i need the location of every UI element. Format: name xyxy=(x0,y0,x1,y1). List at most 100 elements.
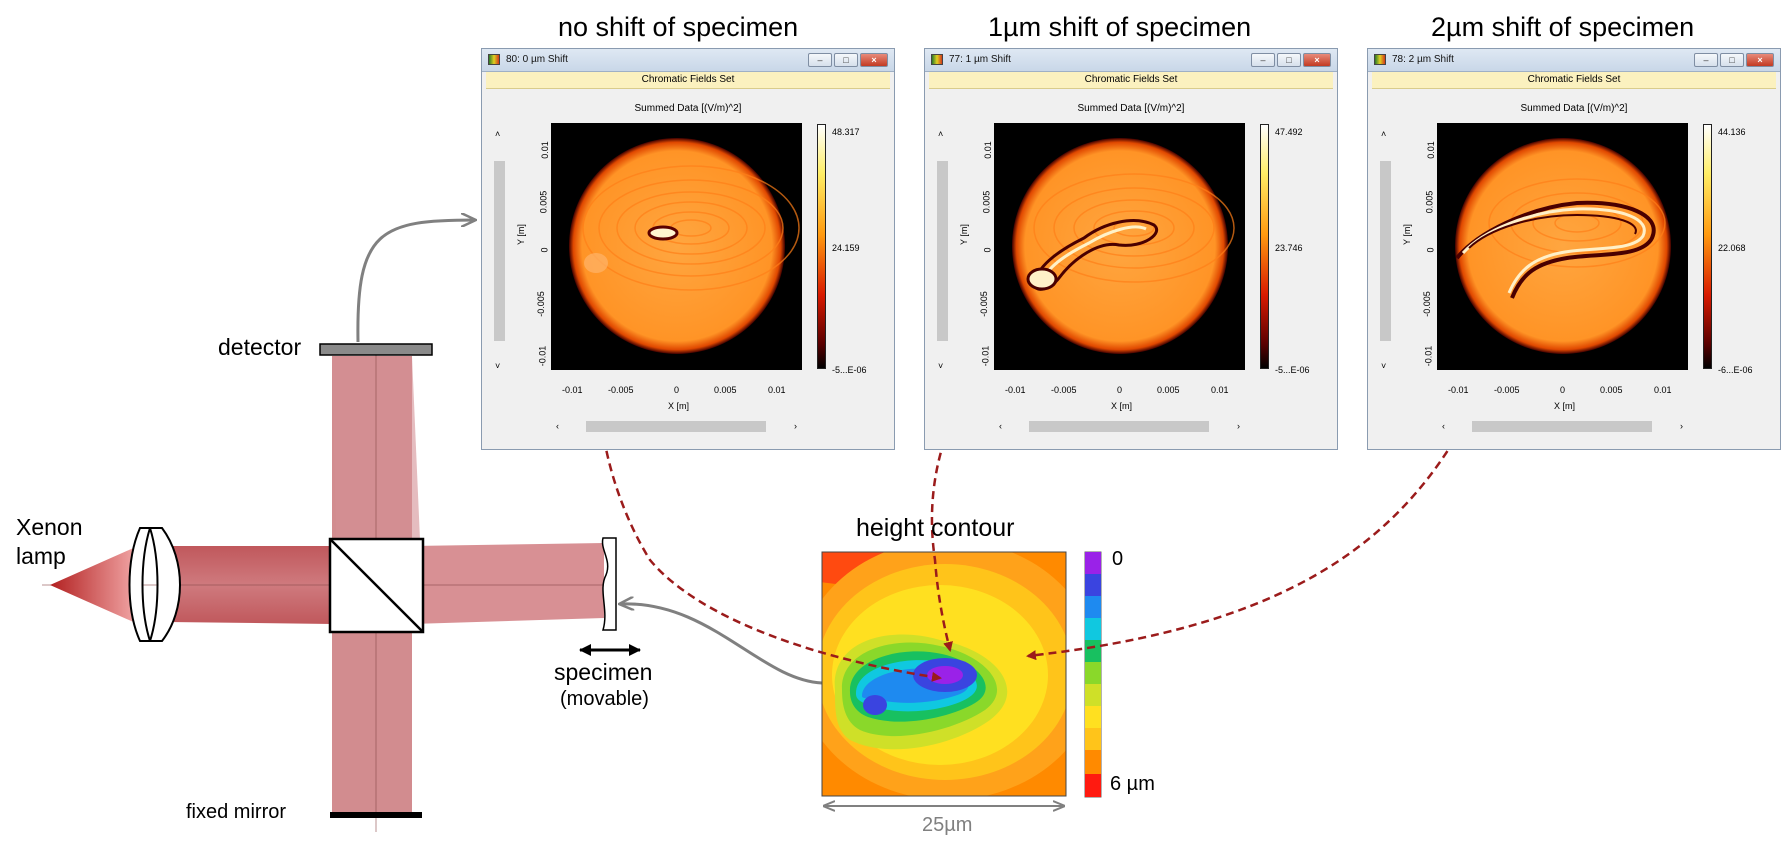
x-tick: 0.01 xyxy=(768,385,786,395)
x-tick: -0.005 xyxy=(1494,385,1520,395)
colorbar xyxy=(1703,124,1712,369)
summed-data-label: Summed Data [(V/m)^2] xyxy=(1520,103,1628,114)
window-titlebar[interactable]: 78: 2 µm Shift – □ × xyxy=(1368,49,1780,72)
y-tick: 0.005 xyxy=(981,190,992,214)
colorbar-max: 48.317 xyxy=(832,127,860,137)
window-title: 80: 0 µm Shift xyxy=(506,54,568,65)
xenon-lamp-label-line1: Xenon xyxy=(16,514,83,540)
x-tick: 0.01 xyxy=(1211,385,1229,395)
window-titlebar[interactable]: 80: 0 µm Shift – □ × xyxy=(482,49,894,72)
x-tick: 0 xyxy=(1117,385,1123,395)
colorbar-min: -5...E-06 xyxy=(1275,365,1310,375)
x-tick: 0.01 xyxy=(1654,385,1672,395)
minimize-button[interactable]: – xyxy=(808,53,832,67)
summed-data-label: Summed Data [(V/m)^2] xyxy=(1077,103,1185,114)
scroll-up-icon[interactable]: ˄ xyxy=(1381,129,1387,139)
colorbar-mid: 23.746 xyxy=(1275,243,1303,253)
minimize-button[interactable]: – xyxy=(1251,53,1275,67)
result-window-1um[interactable]: 77: 1 µm Shift – □ × Chromatic Fields Se… xyxy=(924,48,1338,450)
x-tick: -0.01 xyxy=(1448,385,1469,395)
x-axis-label: X [m] xyxy=(1554,401,1576,411)
vertical-scrollbar[interactable] xyxy=(937,161,948,341)
x-axis-label: X [m] xyxy=(668,401,690,411)
scroll-left-icon[interactable]: ‹ xyxy=(1442,421,1445,431)
vertical-scrollbar[interactable] xyxy=(1380,161,1391,341)
maximize-button[interactable]: □ xyxy=(834,53,858,67)
width-label: 25µm xyxy=(922,814,973,836)
app-icon xyxy=(488,54,500,65)
y-tick: 0 xyxy=(982,247,993,253)
scroll-right-icon[interactable]: › xyxy=(1237,421,1240,431)
x-tick: 0 xyxy=(1560,385,1566,395)
scroll-down-icon[interactable]: ˅ xyxy=(495,361,501,371)
y-tick: -0.01 xyxy=(537,345,548,367)
window-titlebar[interactable]: 77: 1 µm Shift – □ × xyxy=(925,49,1337,72)
horizontal-scrollbar[interactable] xyxy=(586,421,766,432)
scroll-right-icon[interactable]: › xyxy=(794,421,797,431)
collimator-lens-2 xyxy=(148,527,181,642)
fields-set-band: Chromatic Fields Set xyxy=(486,72,890,89)
field-plot xyxy=(994,123,1245,370)
specimen-sublabel: (movable) xyxy=(560,688,649,710)
height-scale-bar xyxy=(1084,551,1102,798)
scroll-up-icon[interactable]: ˄ xyxy=(495,129,501,139)
y-tick: 0 xyxy=(539,247,550,253)
close-button[interactable]: × xyxy=(860,53,888,67)
height-contour-map xyxy=(821,551,1067,797)
horizontal-scrollbar[interactable] xyxy=(1029,421,1209,432)
scroll-right-icon[interactable]: › xyxy=(1680,421,1683,431)
colorbar-max: 44.136 xyxy=(1718,127,1746,137)
detector-plate xyxy=(319,343,433,356)
beam-horizontal-right xyxy=(412,543,604,624)
y-tick: 0 xyxy=(1425,247,1436,253)
y-tick: 0.01 xyxy=(1425,141,1436,159)
heading-no-shift: no shift of specimen xyxy=(558,12,799,42)
y-axis-label: Y [m] xyxy=(516,224,526,245)
maximize-button[interactable]: □ xyxy=(1277,53,1301,67)
y-tick: 0.005 xyxy=(538,190,549,214)
specimen-plate xyxy=(601,537,617,631)
x-tick: -0.01 xyxy=(1005,385,1026,395)
scroll-down-icon[interactable]: ˅ xyxy=(938,361,944,371)
detector-to-window-arrow xyxy=(356,220,475,343)
scroll-left-icon[interactable]: ‹ xyxy=(556,421,559,431)
fixed-mirror xyxy=(330,812,422,818)
colorbar-min: -5...E-06 xyxy=(832,365,867,375)
xenon-lamp-label-line2: lamp xyxy=(16,543,66,569)
x-tick: 0.005 xyxy=(1600,385,1623,395)
scale-top-label: 0 xyxy=(1112,548,1124,570)
result-window-2um[interactable]: 78: 2 µm Shift – □ × Chromatic Fields Se… xyxy=(1367,48,1781,450)
scale-bottom-label: 6 µm xyxy=(1110,773,1155,795)
window-title: 78: 2 µm Shift xyxy=(1392,54,1454,65)
y-tick: 0.01 xyxy=(539,141,550,159)
colorbar-mid: 24.159 xyxy=(832,243,860,253)
scroll-up-icon[interactable]: ˄ xyxy=(938,129,944,139)
xenon-lamp-cone xyxy=(50,546,138,624)
detector-label: detector xyxy=(218,334,302,360)
result-window-0um[interactable]: 80: 0 µm Shift – □ × Chromatic Fields Se… xyxy=(481,48,895,450)
y-axis-label: Y [m] xyxy=(1402,224,1412,245)
scroll-left-icon[interactable]: ‹ xyxy=(999,421,1002,431)
horizontal-scrollbar[interactable] xyxy=(1472,421,1652,432)
fields-set-band: Chromatic Fields Set xyxy=(1372,72,1776,89)
y-tick: -0.005 xyxy=(535,291,546,317)
maximize-button[interactable]: □ xyxy=(1720,53,1744,67)
vertical-scrollbar[interactable] xyxy=(494,161,505,341)
x-tick: -0.005 xyxy=(1051,385,1077,395)
minimize-button[interactable]: – xyxy=(1694,53,1718,67)
heading-1um-shift: 1µm shift of specimen xyxy=(988,12,1252,42)
heading-2um-shift: 2µm shift of specimen xyxy=(1431,12,1695,42)
y-tick: -0.01 xyxy=(1423,345,1434,367)
fields-set-band: Chromatic Fields Set xyxy=(929,72,1333,89)
field-plot xyxy=(1437,123,1688,370)
scroll-down-icon[interactable]: ˅ xyxy=(1381,361,1387,371)
y-tick: 0.01 xyxy=(982,141,993,159)
colorbar-min: -6...E-06 xyxy=(1718,365,1753,375)
colorbar xyxy=(817,124,826,369)
close-button[interactable]: × xyxy=(1303,53,1331,67)
close-button[interactable]: × xyxy=(1746,53,1774,67)
x-axis-label: X [m] xyxy=(1111,401,1133,411)
y-axis-label: Y [m] xyxy=(959,224,969,245)
field-plot xyxy=(551,123,802,370)
y-tick: -0.005 xyxy=(1421,291,1432,317)
